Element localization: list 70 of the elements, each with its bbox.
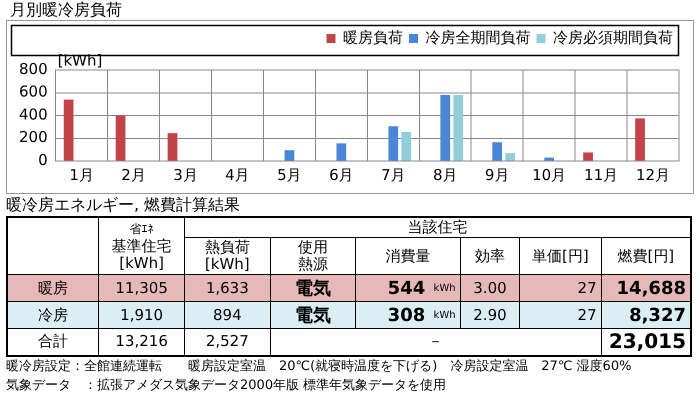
- text: 電気: [294, 278, 332, 298]
- y-tick-label: 600: [18, 82, 48, 101]
- y-tick-label: 200: [18, 128, 48, 146]
- legend-label: 冷房必須期間負荷: [553, 28, 673, 46]
- bar: [440, 95, 450, 160]
- x-tick-label: 8月: [432, 166, 458, 184]
- text: 合計: [37, 332, 70, 350]
- text: 544: [386, 278, 426, 298]
- text: 14,688: [616, 278, 686, 298]
- text: 消費量: [384, 246, 432, 264]
- x-tick-label: 9月: [484, 166, 510, 184]
- x-tick-label: 1月: [69, 166, 94, 184]
- bar: [492, 142, 502, 160]
- text: 使用熱源: [296, 238, 329, 273]
- text: 27: [576, 278, 597, 296]
- y-tick-label: 800: [18, 60, 48, 78]
- bar: [583, 152, 593, 160]
- x-tick-label: 10月: [532, 166, 566, 184]
- text: 単価[円]: [530, 246, 590, 264]
- bar: [284, 150, 294, 160]
- text: 暖冷房エネルギー, 燃費計算結果: [5, 194, 242, 216]
- text: 1,633: [204, 278, 250, 296]
- bar: [64, 100, 74, 160]
- text: 3.00: [472, 278, 508, 296]
- text: 当該住宅: [406, 218, 468, 236]
- bar: [544, 158, 554, 160]
- text: 8,327: [628, 304, 686, 326]
- bar: [116, 116, 126, 160]
- bar: [168, 133, 178, 160]
- text: 効率: [474, 246, 506, 264]
- text: 27: [576, 306, 597, 324]
- bar: [336, 143, 346, 160]
- text: 熱負荷[kWh]: [204, 238, 251, 273]
- text: 11,305: [114, 278, 169, 296]
- text: 2.90: [472, 306, 508, 324]
- bar: [453, 95, 464, 160]
- x-tick-label: 4月: [225, 166, 250, 184]
- bar: [505, 153, 516, 160]
- x-tick-label: 6月: [329, 166, 354, 184]
- x-tick-label: 11月: [584, 166, 618, 184]
- x-tick-label: 2月: [121, 166, 146, 184]
- text: 気象データ ：拡張アメダス気象データ2000年版 標準年気象データを使用: [5, 376, 448, 394]
- text: 冷房: [37, 306, 70, 324]
- text: 暖冷房設定：全館連続運転 暖房設定室温 20℃(就寝時温度を下げる) 冷房設定室温 27℃ 湿度60%: [5, 358, 632, 376]
- x-tick-label: 12月: [636, 166, 670, 184]
- bar: [635, 118, 645, 160]
- x-tick-label: 5月: [277, 166, 302, 184]
- text: 2,527: [204, 332, 250, 350]
- legend-label: 冷房全期間負荷: [426, 28, 530, 46]
- text: 基準住宅[kWh]: [110, 236, 173, 272]
- text: kWh: [433, 308, 456, 322]
- text: kWh: [433, 282, 456, 296]
- text: 暖房: [37, 278, 70, 296]
- text: 燃費[円]: [616, 246, 676, 264]
- x-tick-label: 7月: [381, 166, 406, 184]
- bar: [388, 126, 398, 160]
- text: 308: [386, 304, 426, 326]
- chart-title: 月別暖冷房負荷: [9, 0, 123, 20]
- y-tick-label: 400: [18, 105, 48, 124]
- text: 電気: [294, 304, 332, 326]
- x-tick-label: 3月: [173, 166, 198, 184]
- text: －: [427, 332, 444, 350]
- text: 894: [212, 306, 243, 324]
- text: 13,216: [114, 332, 169, 350]
- text: 1,910: [119, 306, 164, 324]
- y-tick-label: 0: [38, 150, 48, 169]
- text: 省ｴﾈ: [128, 220, 155, 238]
- bar: [401, 132, 412, 160]
- text: 23,015: [608, 329, 686, 354]
- legend-label: 暖房負荷: [343, 28, 403, 46]
